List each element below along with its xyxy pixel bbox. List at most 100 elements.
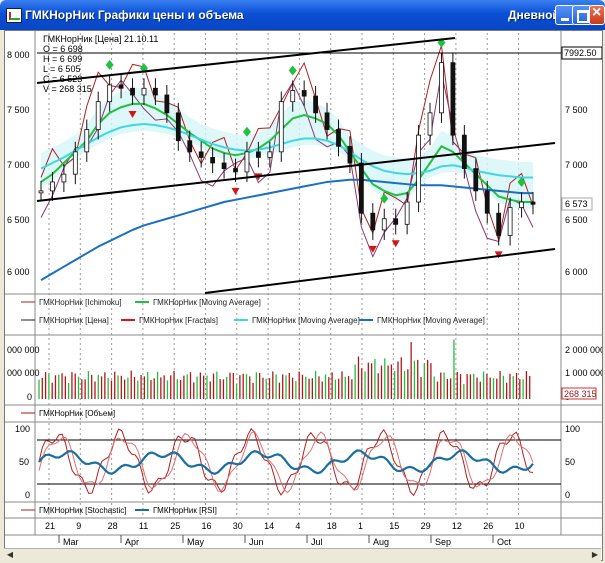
fractal-up-icon [380, 193, 389, 204]
date-tick: 10 [515, 521, 525, 531]
date-tick: 26 [483, 521, 493, 531]
osc-right-tick-50: 50 [565, 457, 575, 467]
month-label: May [187, 537, 205, 547]
price-candle [130, 87, 135, 96]
trend-line-lower[interactable] [204, 248, 556, 294]
fractal-up-icon [105, 59, 114, 70]
date-tick: 21 [45, 521, 55, 531]
price-candle [50, 181, 55, 192]
month-label: Aug [373, 537, 389, 547]
chart-area[interactable]: ГМКНорНик [Цена] 21.10.11 O = 6 698 H = … [4, 30, 605, 561]
price-candle [164, 94, 170, 114]
date-tick: 25 [170, 521, 180, 531]
osc-left-tick-100: 100 [15, 424, 30, 434]
price-candle [347, 145, 353, 164]
month-label: Oct [497, 537, 512, 547]
price-candle [496, 212, 502, 236]
date-tick: 16 [202, 521, 212, 531]
price-candle [187, 140, 193, 153]
price-candle [233, 168, 238, 173]
price-candle [370, 212, 376, 231]
price-candle [107, 84, 113, 103]
trend-line-upper[interactable] [36, 37, 456, 84]
rsi-line [38, 449, 534, 475]
y-tick-6000: 6 000 [7, 267, 30, 277]
volume-last-badge: 268 315 [564, 389, 597, 399]
fractal-up-icon [288, 65, 297, 76]
price-candle [221, 162, 227, 169]
price-candle [427, 112, 433, 136]
price-candle [301, 90, 307, 97]
legend-ma-blue: ГМКНорНик [Moving Average] [377, 316, 485, 325]
date-tick: 14 [264, 521, 274, 531]
chart-svg[interactable]: ГМКНорНик [Цена] 21.10.11 O = 6 698 H = … [5, 31, 605, 560]
high-badge: 7992.50 [564, 48, 597, 58]
price-candle [72, 151, 78, 175]
info-title: ГМКНорНик [Цена] 21.10.11 [43, 34, 158, 44]
price-candle [324, 112, 330, 130]
y-tick-8000: 8 000 [7, 50, 30, 60]
price-candle [255, 151, 261, 158]
date-tick: 12 [452, 521, 462, 531]
legend-ichimoku: ГМКНорНик [Ichimoku] [39, 298, 122, 307]
info-volume: V = 268 315 [43, 84, 92, 94]
osc-left-tick-0: 0 [25, 490, 30, 500]
legend-price: ГМКНорНик [Цена] [39, 316, 109, 325]
horizontal-scrollbar[interactable]: ◀ ▶ [4, 548, 601, 561]
vol-left-tick-zero: 0 [27, 392, 32, 402]
date-tick: 4 [295, 521, 300, 531]
fractal-up-icon [517, 176, 526, 187]
month-label: Jul [311, 537, 323, 547]
scroll-left-arrow-icon[interactable]: ◀ [6, 550, 14, 559]
info-high: H = 6 699 [43, 54, 82, 64]
price-candle [278, 101, 284, 153]
price-candle [336, 129, 341, 147]
price-candle [210, 157, 216, 164]
price-candle [198, 151, 204, 158]
month-label: Mar [63, 537, 79, 547]
date-tick: 9 [76, 521, 81, 531]
series-line-2 [40, 122, 533, 179]
scroll-right-arrow-icon[interactable]: ▶ [591, 550, 599, 559]
date-tick: 1 [358, 521, 363, 531]
price-candle [530, 201, 536, 205]
ichimoku-cloud [41, 88, 533, 209]
legend-rsi: ГМКНорНик [RSI] [153, 506, 217, 515]
month-label: Sep [435, 537, 451, 547]
price-candle [95, 101, 101, 130]
trend-line-middle[interactable] [36, 142, 556, 202]
vol-right-tick-mid: 1 000 000 [565, 368, 602, 378]
price-candle [61, 173, 67, 183]
price-candle [38, 190, 44, 194]
stochastic-k-line [38, 427, 534, 497]
price-candle [313, 95, 319, 114]
title-bar[interactable]: ГМКНорНик Графики цены и объема Дневной [0, 0, 605, 30]
window-title: ГМКНорНик Графики цены и объема [25, 8, 244, 22]
price-candle [450, 62, 456, 136]
price-candle [381, 218, 387, 231]
y-tick-7500: 7 500 [7, 105, 30, 115]
y-tick-6500: 6 500 [7, 215, 30, 225]
date-tick: 30 [233, 521, 243, 531]
price-candle [84, 129, 90, 153]
date-tick: 11 [139, 521, 148, 531]
month-label: Jun [249, 537, 264, 547]
price-candle [439, 62, 444, 114]
timeframe-label[interactable]: Дневной [508, 8, 560, 22]
legend-stochastic: ГМКНорНик [Stochastic] [39, 506, 126, 515]
close-button[interactable] [589, 4, 605, 25]
month-label: Apr [125, 537, 139, 547]
price-candle [267, 151, 273, 158]
fractal-up-icon [242, 126, 251, 137]
legend-ma-green: ГМКНорНик [Moving Average] [153, 298, 261, 307]
fractal-down-icon [128, 110, 137, 118]
price-candle [393, 218, 399, 225]
legend-volume: ГМКНорНик [Объем] [39, 409, 115, 418]
fractal-down-icon [494, 251, 503, 259]
price-candle [484, 190, 490, 214]
fractal-down-icon [391, 240, 400, 248]
date-tick: 15 [389, 521, 399, 531]
y-right-tick-7500: 7 500 [565, 105, 588, 115]
y-right-tick-6500: 6 500 [565, 215, 588, 225]
